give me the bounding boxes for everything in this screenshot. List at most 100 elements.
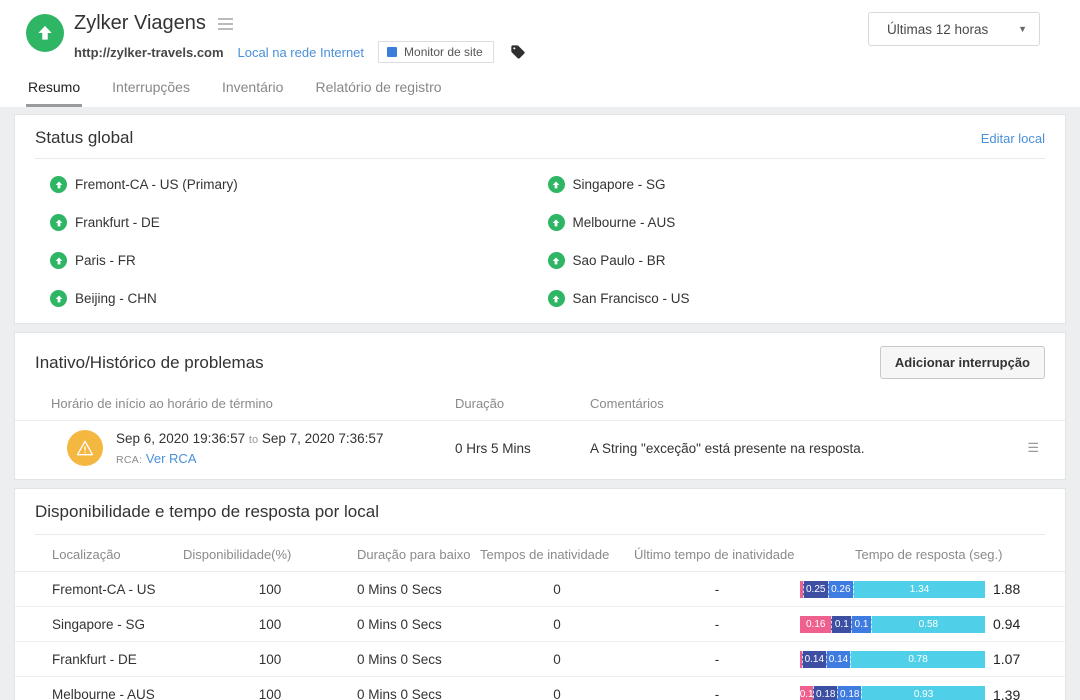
status-up-icon	[547, 214, 565, 231]
cell-down-duration: 0 Mins 0 Secs	[357, 651, 442, 667]
cell-location: Melbourne - AUS	[52, 687, 155, 700]
cell-down-count: 0	[553, 687, 561, 700]
response-time-segment: 0.1	[831, 615, 852, 633]
status-up-icon	[547, 290, 565, 307]
tab-relatorio-de-registro[interactable]: Relatório de registro	[315, 79, 442, 95]
column-header-response-time: Tempo de resposta (seg.)	[855, 547, 1003, 562]
location-label: Melbourne - AUS	[572, 215, 676, 230]
location-status-item: Melbourne - AUS	[547, 214, 1046, 231]
location-label: Singapore - SG	[572, 177, 666, 192]
column-header-down-count: Tempos de inatividade	[480, 547, 610, 562]
cell-down-duration: 0 Mins 0 Secs	[357, 616, 442, 632]
response-time-segment: 0.16	[800, 615, 832, 633]
response-time-segment	[800, 580, 803, 598]
cell-last-down: -	[714, 616, 720, 632]
cell-down-count: 0	[553, 581, 561, 597]
response-time-bar: 0.16 0.1 0.1 0.58	[800, 615, 985, 633]
time-range-value: Últimas 12 horas	[887, 21, 989, 37]
outage-history-card: Inativo/Histórico de problemas Adicionar…	[14, 332, 1066, 480]
tag-icon[interactable]	[510, 44, 526, 60]
status-up-icon	[547, 176, 565, 193]
availability-row: Frankfurt - DE 100 0 Mins 0 Secs 0 - 0.1…	[15, 642, 1065, 677]
outage-table-header: Horário de início ao horário de término …	[15, 385, 1065, 421]
cell-availability: 100	[258, 651, 282, 667]
tab-inventario[interactable]: Inventário	[221, 79, 284, 95]
status-global-title: Status global	[35, 128, 134, 147]
monitor-menu-icon[interactable]	[216, 16, 235, 32]
location-label: Paris - FR	[75, 253, 136, 268]
location-status-grid: Fremont-CA - US (Primary) Singapore - SG…	[15, 159, 1065, 323]
location-label: Sao Paulo - BR	[572, 253, 666, 268]
location-status-item: Beijing - CHN	[50, 290, 548, 307]
outage-time-range: Sep 6, 2020 19:36:57 to Sep 7, 2020 7:36…	[116, 430, 384, 446]
response-time-total: 1.07	[993, 651, 1021, 667]
tab-interrupcoes[interactable]: Interrupções	[112, 79, 190, 95]
tab-resumo[interactable]: Resumo	[26, 79, 83, 107]
status-up-icon	[50, 290, 67, 307]
column-header-availability: Disponibilidade(%)	[183, 547, 292, 562]
column-header-comments: Comentários	[590, 396, 664, 411]
cell-availability: 100	[258, 687, 282, 700]
outage-row: Sep 6, 2020 19:36:57 to Sep 7, 2020 7:36…	[15, 421, 1065, 479]
response-time-segment	[800, 650, 802, 668]
response-time-bar: 0.1 0.18 0.18 0.93	[800, 686, 985, 700]
cell-down-count: 0	[553, 616, 561, 632]
cell-down-duration: 0 Mins 0 Secs	[357, 687, 442, 700]
availability-card: Disponibilidade e tempo de resposta por …	[14, 488, 1066, 700]
main-content: Status global Editar local Fremont-CA - …	[0, 107, 1080, 700]
column-header-last-down: Último tempo de inatividade	[634, 547, 795, 562]
location-status-item: Fremont-CA - US (Primary)	[50, 176, 548, 193]
status-up-icon	[547, 252, 565, 269]
cell-availability: 100	[258, 581, 282, 597]
availability-row: Melbourne - AUS 100 0 Mins 0 Secs 0 - 0.…	[15, 677, 1065, 700]
location-status-item: San Francisco - US	[547, 290, 1046, 307]
outage-comment: A String "exceção" está presente na resp…	[590, 440, 865, 456]
tab-bar: Resumo Interrupções Inventário Relatório…	[26, 79, 1040, 107]
location-label: Fremont-CA - US (Primary)	[75, 177, 238, 192]
edit-location-link[interactable]: Editar local	[980, 130, 1045, 146]
availability-title: Disponibilidade e tempo de resposta por …	[35, 502, 379, 521]
column-header-down-duration: Duração para baixo	[357, 547, 471, 562]
top-bar: Zylker Viagens http://zylker-travels.com…	[0, 0, 1080, 107]
row-menu-icon[interactable]: ☰	[1027, 440, 1039, 455]
response-time-segment: 0.1	[851, 615, 871, 633]
availability-table-header: Localização Disponibilidade(%) Duração p…	[15, 535, 1065, 572]
warning-icon	[67, 430, 103, 466]
location-status-item: Frankfurt - DE	[50, 214, 548, 231]
cell-availability: 100	[258, 616, 282, 632]
cell-last-down: -	[714, 581, 720, 597]
response-time-segment: 0.58	[870, 615, 985, 633]
location-label: San Francisco - US	[572, 291, 690, 306]
add-outage-button[interactable]: Adicionar interrupção	[879, 346, 1045, 379]
location-label: Frankfurt - DE	[75, 215, 160, 230]
status-global-card: Status global Editar local Fremont-CA - …	[14, 114, 1066, 324]
view-rca-link[interactable]: Ver RCA	[145, 450, 197, 466]
cell-down-duration: 0 Mins 0 Secs	[357, 581, 442, 597]
status-up-icon	[50, 176, 67, 193]
cell-location: Singapore - SG	[52, 616, 146, 632]
column-header-time: Horário de início ao horário de término	[51, 396, 273, 411]
response-time-segment: 0.14	[825, 650, 851, 668]
page-title: Zylker Viagens	[74, 12, 206, 34]
rca-label: RCA:	[116, 453, 143, 466]
time-range-select[interactable]: Últimas 12 horas ▼	[868, 12, 1040, 46]
chevron-down-icon: ▼	[1018, 24, 1027, 34]
monitor-url: http://zylker-travels.com	[74, 44, 224, 60]
outage-duration: 0 Hrs 5 Mins	[455, 440, 531, 456]
response-time-segment: 1.34	[853, 580, 985, 598]
response-time-segment: 0.1	[800, 686, 814, 700]
status-up-icon	[50, 214, 67, 231]
response-time-segment: 0.26	[827, 580, 854, 598]
location-link[interactable]: Local na rede Internet	[237, 44, 365, 60]
location-status-item: Sao Paulo - BR	[547, 252, 1046, 269]
availability-row: Singapore - SG 100 0 Mins 0 Secs 0 - 0.1…	[15, 607, 1065, 642]
monitor-type-badge: Monitor de site	[378, 41, 494, 63]
response-time-bar: 0.14 0.14 0.78	[800, 650, 985, 668]
outage-history-title: Inativo/Histórico de problemas	[35, 352, 264, 372]
location-label: Beijing - CHN	[75, 291, 157, 306]
availability-row: Fremont-CA - US 100 0 Mins 0 Secs 0 - 0.…	[15, 572, 1065, 607]
monitor-type-label: Monitor de site	[404, 45, 483, 59]
location-status-item: Singapore - SG	[547, 176, 1046, 193]
cell-location: Frankfurt - DE	[52, 651, 137, 667]
cell-location: Fremont-CA - US	[52, 581, 156, 597]
